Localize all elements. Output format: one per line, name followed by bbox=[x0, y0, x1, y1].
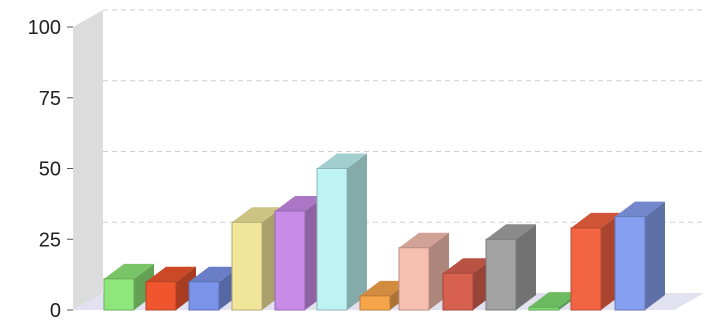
bar bbox=[398, 232, 449, 311]
bar-top bbox=[529, 292, 579, 308]
y-tick-label: 25 bbox=[39, 229, 61, 251]
bar-top bbox=[399, 232, 449, 248]
bar-top bbox=[486, 224, 536, 240]
y-tick-label: 75 bbox=[39, 88, 61, 110]
bar bbox=[485, 224, 536, 311]
bar-top bbox=[571, 212, 621, 228]
bar-front bbox=[231, 221, 263, 311]
bar bbox=[316, 153, 367, 311]
bar-top bbox=[146, 266, 196, 282]
bar-front bbox=[359, 295, 391, 311]
bar-front bbox=[188, 281, 220, 311]
bar-top bbox=[443, 258, 493, 274]
bar-top bbox=[615, 201, 665, 217]
bar-front bbox=[570, 227, 602, 311]
bar-top bbox=[317, 153, 367, 169]
bar-front bbox=[398, 247, 430, 311]
bar-side bbox=[516, 224, 536, 310]
y-tick-label: 100 bbox=[28, 17, 61, 39]
bar bbox=[614, 201, 665, 311]
bar bbox=[145, 266, 196, 311]
bar-side bbox=[347, 153, 367, 310]
bar-front bbox=[528, 306, 560, 311]
y-tick-label: 50 bbox=[39, 159, 61, 181]
left-wall bbox=[73, 10, 103, 310]
bar-front bbox=[274, 210, 306, 311]
bar-front bbox=[442, 272, 474, 311]
y-tick-label: 0 bbox=[50, 300, 61, 322]
bar-top bbox=[104, 263, 154, 279]
bar-front bbox=[316, 168, 348, 311]
bar-front bbox=[145, 281, 177, 311]
bar-side bbox=[176, 266, 196, 310]
bar-front bbox=[103, 278, 135, 311]
bar-top bbox=[232, 207, 282, 223]
bar-top bbox=[275, 195, 325, 211]
bar-side bbox=[645, 201, 665, 310]
bar-top bbox=[189, 266, 239, 282]
bar-top bbox=[360, 280, 410, 296]
bars bbox=[103, 153, 665, 311]
bar-front bbox=[614, 216, 646, 311]
bar-front bbox=[485, 238, 517, 311]
bar bbox=[570, 212, 621, 311]
gridlines bbox=[103, 9, 704, 223]
y-axis: 0 25 50 75 100 bbox=[28, 17, 73, 322]
